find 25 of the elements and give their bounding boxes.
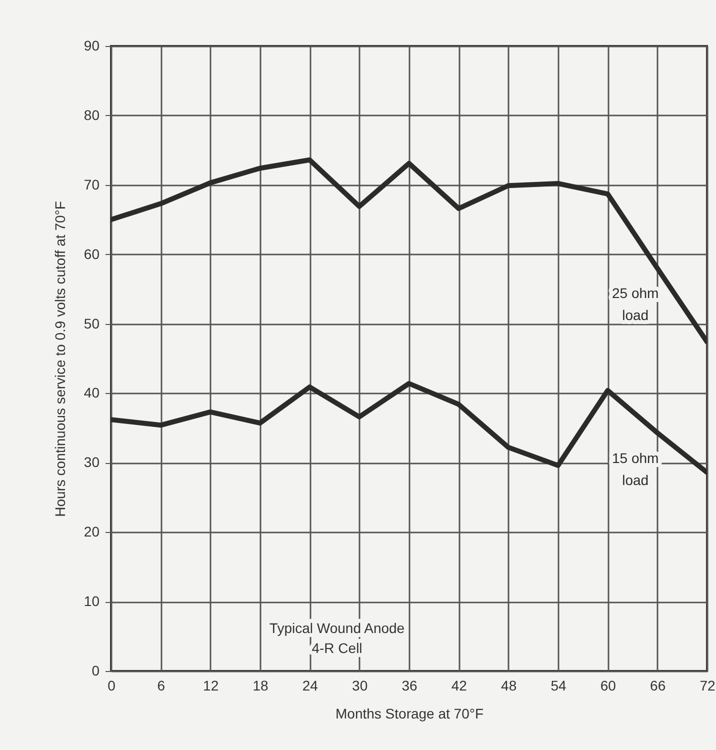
x-tick-label: 60 bbox=[600, 678, 616, 694]
x-tick-label: 72 bbox=[700, 678, 716, 694]
x-tick-label: 48 bbox=[501, 678, 517, 694]
x-tick-label: 6 bbox=[157, 678, 166, 694]
x-tick-label: 24 bbox=[302, 678, 318, 694]
y-tick-label: 50 bbox=[84, 315, 100, 332]
x-tick-label: 12 bbox=[203, 678, 219, 694]
y-tick-label: 70 bbox=[84, 176, 100, 192]
x-tick-label: 36 bbox=[402, 678, 418, 694]
x-tick-label: 54 bbox=[550, 678, 566, 694]
x-tick-label: 42 bbox=[451, 678, 468, 694]
x-tick-label: 0 bbox=[108, 678, 116, 694]
y-tick-label: 40 bbox=[84, 384, 100, 401]
y-tick-label: 80 bbox=[84, 106, 100, 123]
y-tick-label: 90 bbox=[84, 38, 100, 54]
y-tick-label: 60 bbox=[84, 246, 100, 262]
y-tick-label: 10 bbox=[84, 593, 100, 610]
x-axis-title: Months Storage at 70°F bbox=[335, 706, 484, 722]
y-tick-label: 30 bbox=[84, 454, 100, 470]
y-tick-label: 20 bbox=[84, 524, 100, 540]
y-tick-label: 0 bbox=[92, 662, 100, 678]
x-tick-label: 66 bbox=[650, 678, 666, 694]
x-tick-label: 18 bbox=[252, 678, 268, 694]
x-tick-label: 30 bbox=[352, 678, 368, 694]
y-axis-title: Hours continuous service to 0.9 volts cutoff at 70°F bbox=[52, 201, 68, 517]
